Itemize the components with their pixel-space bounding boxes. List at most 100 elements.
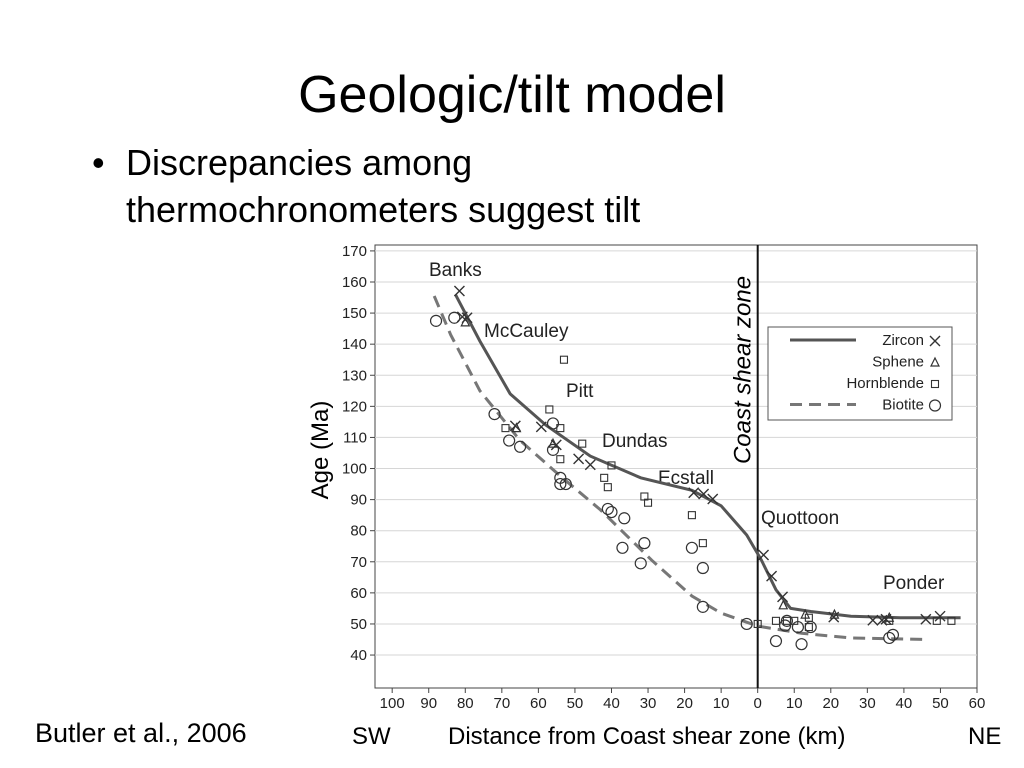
slide-title: Geologic/tilt model [298,66,726,124]
x-tick-label: 100 [380,695,405,712]
marker-zircon [828,611,840,623]
bullet-line: Discrepancies among [126,142,472,183]
marker-biotite [448,311,461,324]
marker-hornblende [600,473,609,482]
marker-hornblende [556,455,565,464]
marker-hornblende [753,619,762,629]
marker-zircon [584,459,596,471]
marker-sphene [511,422,522,433]
marker-biotite [791,620,804,634]
marker-zircon [535,421,547,433]
marker-biotite [488,408,501,421]
marker-sphene [778,599,789,610]
marker-zircon [698,488,710,500]
marker-biotite [769,634,783,648]
y-tick-label: 40 [350,647,367,664]
region-label: Ponder [883,573,945,594]
marker-zircon [934,610,946,622]
bullet-dot: • [92,142,105,183]
legend-marker [930,379,940,389]
region-label: Quottoon [761,508,839,529]
marker-biotite [503,434,516,447]
x-tick-label: 20 [676,695,693,712]
marker-biotite [616,541,629,554]
y-axis-label: Age (Ma) [307,401,334,500]
x-tick-label: 60 [530,695,547,712]
x-tick-label: 50 [567,695,584,712]
marker-hornblende [698,539,707,548]
fit-curve [432,295,926,641]
x-end-label: SW [352,723,391,750]
marker-biotite [429,314,443,327]
marker-zircon [766,570,778,582]
x-tick-label: 10 [786,695,803,712]
marker-biotite [559,477,572,491]
marker-biotite [740,617,753,631]
y-tick-label: 150 [342,305,367,322]
marker-biotite [795,638,808,651]
marker-zircon [758,549,770,561]
marker-hornblende [559,355,569,364]
region-label: McCauley [484,321,569,342]
x-tick-label: 60 [969,695,986,712]
marker-sphene [460,316,471,327]
marker-sphene [548,437,558,448]
marker-hornblende [885,616,894,625]
marker-hornblende [771,616,781,625]
marker-hornblende [578,439,587,448]
marker-biotite [685,541,698,554]
legend-label: Sphene [872,354,924,371]
marker-zircon [453,285,465,297]
y-tick-label: 160 [342,274,367,291]
marker-hornblende [643,498,653,507]
citation: Butler et al., 2006 [35,718,247,748]
marker-biotite [886,628,900,641]
marker-biotite [601,502,614,516]
shear-zone-label: Coast shear zone [730,276,757,464]
y-tick-label: 100 [342,461,367,478]
x-tick-label: 30 [640,695,657,712]
y-tick-label: 90 [350,492,367,509]
marker-zircon [688,487,700,499]
legend-label: Hornblende [846,375,924,392]
marker-hornblende [501,424,510,433]
marker-hornblende [545,405,554,414]
x-end-label: NE [968,723,1001,750]
x-tick-label: 40 [896,695,913,712]
marker-zircon [707,493,719,505]
marker-hornblende [603,483,612,492]
marker-hornblende [687,511,696,520]
x-tick-label: 80 [457,695,474,712]
x-tick-label: 20 [822,695,839,712]
marker-hornblende [804,613,813,622]
marker-biotite [780,614,794,627]
x-tick-label: 10 [713,695,730,712]
y-tick-label: 50 [350,616,367,633]
legend-marker [929,335,941,347]
x-tick-label: 30 [859,695,876,712]
legend-marker [930,356,940,367]
marker-biotite [634,557,647,570]
marker-hornblende [932,616,941,625]
marker-zircon [573,453,585,465]
region-label: Banks [429,260,482,281]
marker-hornblende [947,616,956,625]
y-tick-label: 120 [342,398,367,415]
marker-biotite [638,537,651,550]
plot-frame [374,244,978,689]
x-tick-label: 70 [493,695,510,712]
region-label: Dundas [602,431,668,452]
y-tick-label: 60 [350,585,367,602]
marker-zircon [920,613,932,625]
y-tick-label: 140 [342,336,367,353]
marker-zircon [867,614,879,626]
x-tick-label: 0 [754,695,762,712]
y-tick-label: 70 [350,554,367,571]
marker-biotite [514,440,527,453]
marker-biotite [696,600,709,613]
legend-label: Biotite [882,397,924,414]
marker-hornblende [607,461,616,470]
marker-biotite [883,631,896,645]
x-tick-label: 50 [932,695,949,712]
